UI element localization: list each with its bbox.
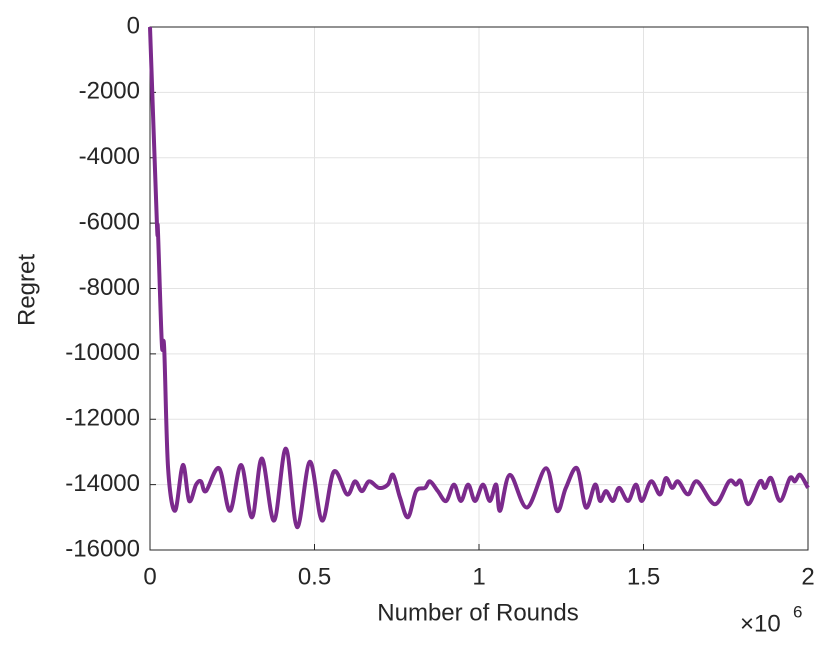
x-axis-label: Number of Rounds bbox=[377, 599, 578, 626]
y-axis-label: Regret bbox=[13, 254, 40, 326]
y-tick-label: -4000 bbox=[79, 143, 140, 170]
x-tick-label: 1.5 bbox=[627, 563, 660, 590]
x-tick-label: 1 bbox=[472, 563, 485, 590]
y-tick-label: -10000 bbox=[65, 339, 140, 366]
x-tick-label: 0.5 bbox=[298, 563, 331, 590]
x-multiplier: ×10 bbox=[740, 610, 781, 637]
y-tick-label: -16000 bbox=[65, 535, 140, 562]
x-tick-label: 0 bbox=[143, 563, 156, 590]
y-tick-label: -12000 bbox=[65, 405, 140, 432]
y-tick-label: -6000 bbox=[79, 208, 140, 235]
y-tick-label: -8000 bbox=[79, 274, 140, 301]
y-tick-label: -2000 bbox=[79, 78, 140, 105]
y-tick-label: -14000 bbox=[65, 470, 140, 497]
line bbox=[148, 26, 810, 530]
x-multiplier-exponent: 6 bbox=[793, 602, 802, 621]
y-tick-label: 0 bbox=[127, 12, 140, 39]
axes-box bbox=[149, 26, 809, 551]
x-tick-label: 2 bbox=[801, 563, 814, 590]
